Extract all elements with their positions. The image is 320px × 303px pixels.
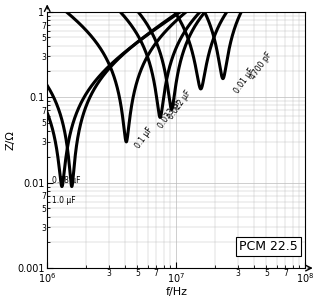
Text: 4700 pF: 4700 pF [249,51,274,81]
Text: 0.01 µF: 0.01 µF [232,66,256,95]
Text: 1.0 µF: 1.0 µF [52,196,75,205]
Text: PCM 22.5: PCM 22.5 [239,240,298,253]
Text: 0.022 µF: 0.022 µF [167,88,193,121]
X-axis label: f/Hz: f/Hz [165,288,187,298]
Text: 0.1 µF: 0.1 µF [134,125,155,150]
Text: 0.68 µF: 0.68 µF [52,175,80,185]
Text: 0.033 µF: 0.033 µF [156,98,183,130]
Y-axis label: Z/Ω: Z/Ω [5,130,16,150]
